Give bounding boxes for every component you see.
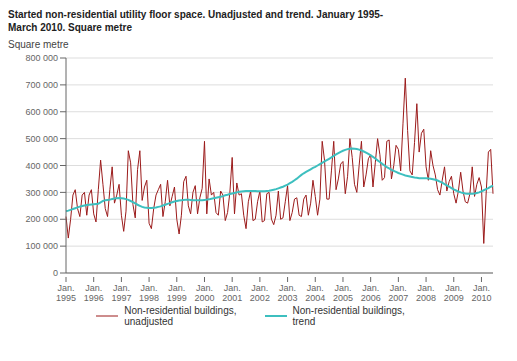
- svg-text:800 000: 800 000: [25, 53, 58, 63]
- svg-text:500 000: 500 000: [25, 134, 58, 144]
- html-text:March 2010. Square metre: March 2010. Square metre: [8, 22, 132, 33]
- svg-text:400 000: 400 000: [25, 161, 58, 171]
- svg-text:Jan.2010: Jan.2010: [471, 283, 491, 303]
- svg-text:Jan.2004: Jan.2004: [305, 283, 325, 303]
- html-text:Non-residential buildings,: Non-residential buildings,: [292, 305, 405, 316]
- svg-text:Jan.2002: Jan.2002: [250, 283, 270, 303]
- svg-text:700 000: 700 000: [25, 80, 58, 90]
- svg-text:Jan.2003: Jan.2003: [278, 283, 298, 303]
- svg-text:200 000: 200 000: [25, 214, 58, 224]
- svg-text:Jan.2009: Jan.2009: [444, 283, 464, 303]
- html-text:Started non-residential utilit: Started non-residential utility floor sp…: [8, 9, 384, 20]
- svg-text:100 000: 100 000: [25, 241, 58, 251]
- html-text:unadjusted: unadjusted: [124, 316, 174, 327]
- svg-text:300 000: 300 000: [25, 188, 58, 198]
- svg-text:Jan.2005: Jan.2005: [333, 283, 353, 303]
- svg-text:Jan.1999: Jan.1999: [167, 283, 187, 303]
- svg-text:600 000: 600 000: [25, 107, 58, 117]
- svg-text:Jan.1995: Jan.1995: [56, 283, 76, 303]
- svg-text:Jan.2006: Jan.2006: [361, 283, 381, 303]
- svg-text:Jan.1997: Jan.1997: [111, 283, 131, 303]
- svg-text:Jan.2008: Jan.2008: [416, 283, 436, 303]
- svg-text:Jan.2000: Jan.2000: [194, 283, 214, 303]
- svg-text:Jan.2007: Jan.2007: [388, 283, 408, 303]
- svg-text:0: 0: [53, 268, 58, 278]
- svg-text:Jan.1996: Jan.1996: [84, 283, 104, 303]
- svg-text:Jan.1998: Jan.1998: [139, 283, 159, 303]
- html-text:Square metre: Square metre: [8, 39, 69, 50]
- svg-text:Jan.2001: Jan.2001: [222, 283, 242, 303]
- html-text:Non-residential buildings,: Non-residential buildings,: [124, 305, 237, 316]
- html-text:trend: trend: [292, 316, 316, 327]
